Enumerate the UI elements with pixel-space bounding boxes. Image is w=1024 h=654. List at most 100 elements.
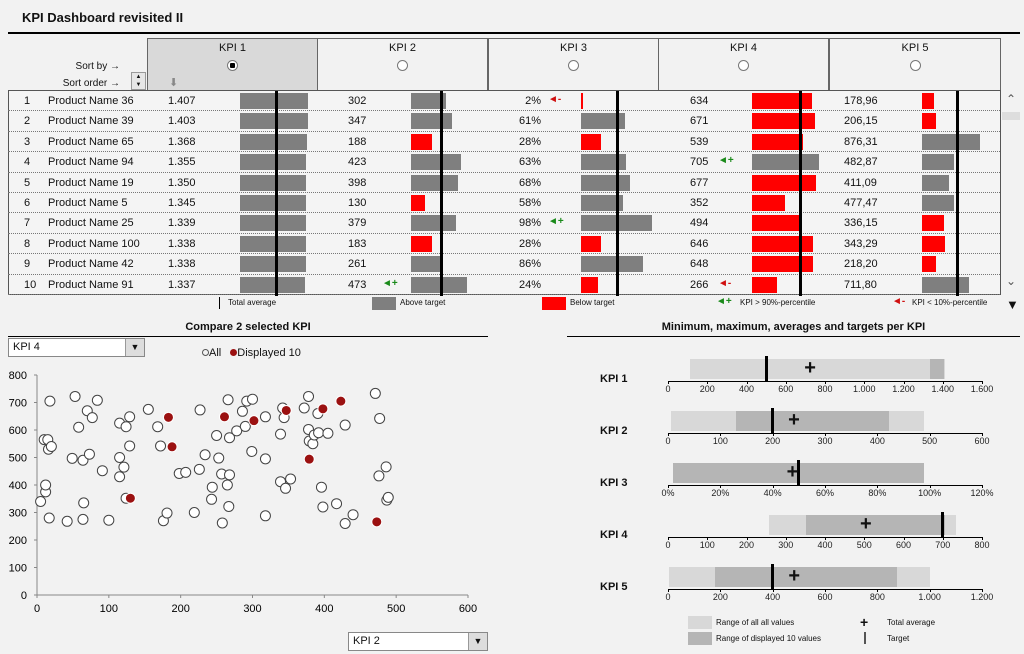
range-tick-label: 0	[665, 384, 671, 394]
scatter-point-all	[298, 402, 310, 414]
y-kpi-select[interactable]: KPI 4 ▼	[8, 338, 145, 357]
kpi4-bar	[752, 276, 778, 293]
expand-triangle-icon[interactable]: ▼	[1006, 297, 1019, 312]
kpi5-bar	[922, 133, 980, 150]
scatter-point-all	[40, 479, 52, 491]
scatter-point-all	[275, 428, 287, 440]
kpi2-bar	[411, 133, 433, 150]
scrollbar-thumb[interactable]	[1002, 112, 1020, 120]
product-name: Product Name 94	[48, 156, 134, 169]
scatter-point-displayed	[303, 453, 315, 465]
kpi1-target-line	[275, 233, 278, 255]
row-rank: 4	[24, 156, 31, 169]
scatter-point-all	[114, 471, 126, 483]
scroll-down-button[interactable]: ⌄	[1005, 274, 1017, 288]
above-target-swatch	[372, 297, 396, 310]
scatter-point-all	[374, 412, 386, 424]
kpi5-value: 477,47	[844, 197, 878, 209]
compare-divider	[8, 336, 488, 337]
kpi4-bar	[752, 174, 816, 191]
scatter-point-displayed	[335, 395, 347, 407]
kpi4-target-line	[799, 91, 802, 112]
kpi-header-4: KPI 4	[658, 38, 829, 90]
scatter-point-all	[221, 479, 233, 491]
row-rank: 7	[24, 217, 31, 230]
kpi4-value: 494	[690, 217, 709, 230]
sort-by-radio-kpi-5[interactable]	[909, 60, 921, 71]
row-rank: 10	[24, 278, 37, 291]
kpi5-value: 336,15	[844, 217, 878, 230]
kpi2-value: 302	[348, 95, 367, 107]
kpi5-target-line	[956, 233, 959, 255]
kpi5-target-line	[956, 172, 959, 194]
range-tick-label: 800	[974, 540, 990, 550]
chevron-down-icon[interactable]: ▼	[468, 633, 487, 650]
scatter-point-all	[124, 440, 136, 452]
range-tick-label: 700	[935, 540, 951, 550]
y-kpi-select-value: KPI 4	[13, 341, 40, 353]
legend-all: All	[209, 347, 222, 359]
legend-target: Target	[887, 634, 910, 643]
x-tick-label: 200	[171, 603, 189, 615]
y-tick-label: 400	[9, 480, 27, 492]
kpi3-value: 2%	[525, 95, 541, 107]
scatter-point-all	[224, 469, 236, 481]
range-tick-label: 500	[922, 436, 938, 446]
kpi2-target-line	[440, 152, 443, 174]
chevron-down-icon[interactable]: ▼	[125, 339, 144, 356]
kpi4-target-line	[799, 193, 802, 214]
scatter-point-all	[61, 515, 73, 527]
range-tick-label: 0	[665, 540, 671, 550]
range-tick-label: 100	[699, 540, 715, 550]
x-kpi-select[interactable]: KPI 2 ▼	[348, 632, 488, 651]
row-rank: 6	[24, 197, 31, 209]
range-tick-label: 0%	[661, 488, 675, 498]
kpi1-target-line	[275, 131, 278, 153]
scroll-up-button[interactable]: ⌃	[1005, 92, 1017, 106]
kpi1-bar	[240, 276, 306, 293]
range-displayed-bar	[714, 567, 898, 587]
sort-by-radio-kpi-1[interactable]	[227, 60, 238, 71]
kpi5-value: 218,20	[844, 258, 878, 271]
y-tick-label: 500	[9, 453, 27, 465]
range-tick	[668, 381, 669, 384]
sort-by-radio-kpi-3[interactable]	[568, 60, 579, 71]
sort-by-radio-kpi-2[interactable]	[397, 60, 408, 71]
kpi3-bar	[581, 276, 599, 293]
product-name: Product Name 100	[48, 237, 140, 250]
sort-order-spinner[interactable]: ▲ ▼	[131, 72, 146, 90]
sort-by-radio-kpi-4[interactable]	[738, 60, 749, 71]
scatter-point-all	[331, 498, 343, 510]
kpi4-bar	[752, 154, 819, 171]
range-tick	[825, 537, 826, 540]
range-tick	[720, 589, 722, 592]
product-name: Product Name 19	[48, 176, 134, 189]
range-tick	[982, 433, 983, 436]
target-marker	[771, 564, 775, 589]
kpi3-target-line	[616, 172, 619, 194]
range-tick-label: 0	[665, 436, 671, 446]
legend-below: Below target	[570, 298, 615, 307]
kpi1-bar	[240, 235, 306, 252]
kpi1-value: 1.337	[168, 278, 196, 291]
scatter-point-displayed	[371, 516, 383, 528]
range-tick-label: 200	[765, 436, 781, 446]
kpi4-target-line	[799, 254, 802, 276]
kpi5-bar	[922, 113, 936, 130]
kpi3-target-line	[616, 274, 619, 296]
kpi4-target-line	[799, 111, 802, 133]
kpi5-value: 343,29	[844, 237, 878, 250]
scatter-point-all	[188, 507, 200, 518]
kpi-header-2: KPI 2	[317, 38, 488, 90]
range-kpi-label: KPI 2	[600, 425, 628, 437]
range-tick-label: 200	[738, 540, 755, 550]
row-rank: 8	[24, 237, 31, 250]
range-tick	[785, 381, 787, 384]
scatter-point-all	[259, 453, 271, 465]
scatter-point-all	[213, 452, 225, 464]
kpi3-bar	[581, 133, 602, 150]
x-tick-label: 0	[34, 603, 40, 615]
product-name: Product Name 39	[48, 115, 134, 128]
legend-up: KPI > 90%-percentile	[740, 298, 816, 307]
table-row: 6 Product Name 5 1.345 130 58% 352 477,47	[8, 193, 1000, 214]
